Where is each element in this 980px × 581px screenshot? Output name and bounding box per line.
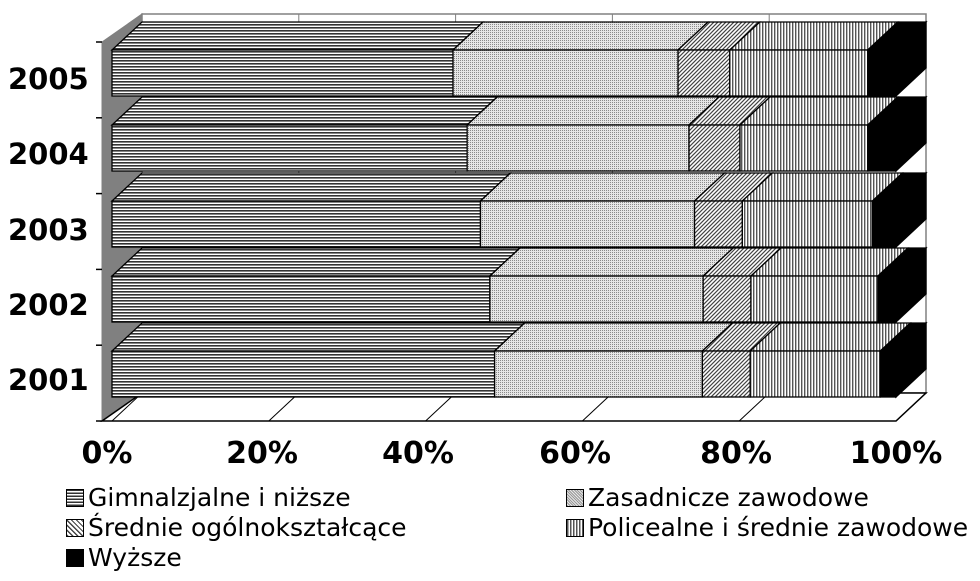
- floor-gridline: [111, 392, 143, 422]
- bar-2003-4: [870, 171, 928, 249]
- y-tick-label-2002: 2002: [8, 288, 89, 322]
- bar-2003-0: [110, 172, 513, 248]
- floor-gridline: [738, 392, 770, 422]
- bar-2003-1: [478, 172, 727, 248]
- y-tick-label-2005: 2005: [8, 62, 89, 96]
- bar-2001-1: [492, 322, 735, 398]
- bar-2004-0: [110, 96, 499, 172]
- y-tick-label-2001: 2001: [8, 363, 89, 397]
- bars-group: [110, 20, 928, 399]
- x-tick-label-5: 100%: [850, 436, 943, 471]
- bar-2001-3: [748, 322, 912, 398]
- bar-2001-4: [878, 321, 928, 399]
- bar-2002-3: [749, 247, 910, 323]
- x-tick-label-0: 0%: [82, 436, 133, 471]
- bar-2002-2: [701, 247, 783, 323]
- bar-2004-3: [738, 96, 900, 172]
- y-tick-labels: 2005 2004 2003 2002 2001: [8, 62, 89, 397]
- bar-2002-0: [110, 247, 522, 323]
- bar-2005-3: [728, 21, 900, 97]
- bar-2005-0: [110, 21, 485, 97]
- x-tick-label-4: 80%: [700, 436, 772, 471]
- x-tick-label-1: 20%: [226, 436, 298, 471]
- bar-2003-2: [692, 172, 774, 248]
- bar-2002-1: [488, 247, 735, 323]
- y-tick-label-2003: 2003: [8, 213, 89, 247]
- bar-2002-4: [876, 246, 928, 324]
- bar-2005-4: [866, 20, 928, 98]
- bar-2005-2: [676, 21, 762, 97]
- floor-gridline: [582, 392, 613, 422]
- floor-gridline: [895, 392, 927, 422]
- bar-2004-1: [465, 96, 721, 172]
- x-tick-label-2: 40%: [382, 436, 454, 471]
- bar-2004-4: [866, 95, 928, 173]
- y-tick-label-2004: 2004: [8, 137, 89, 171]
- bar-2005-1: [451, 21, 710, 97]
- floor-gridline: [425, 392, 456, 422]
- bar-2004-2: [687, 96, 772, 172]
- bar-2001-0: [110, 322, 527, 398]
- floor-gridline: [268, 392, 300, 422]
- x-tick-labels: 0% 20% 40% 60% 80% 100%: [82, 436, 943, 471]
- bar-2003-3: [740, 172, 905, 248]
- x-tick-label-3: 60%: [539, 436, 611, 471]
